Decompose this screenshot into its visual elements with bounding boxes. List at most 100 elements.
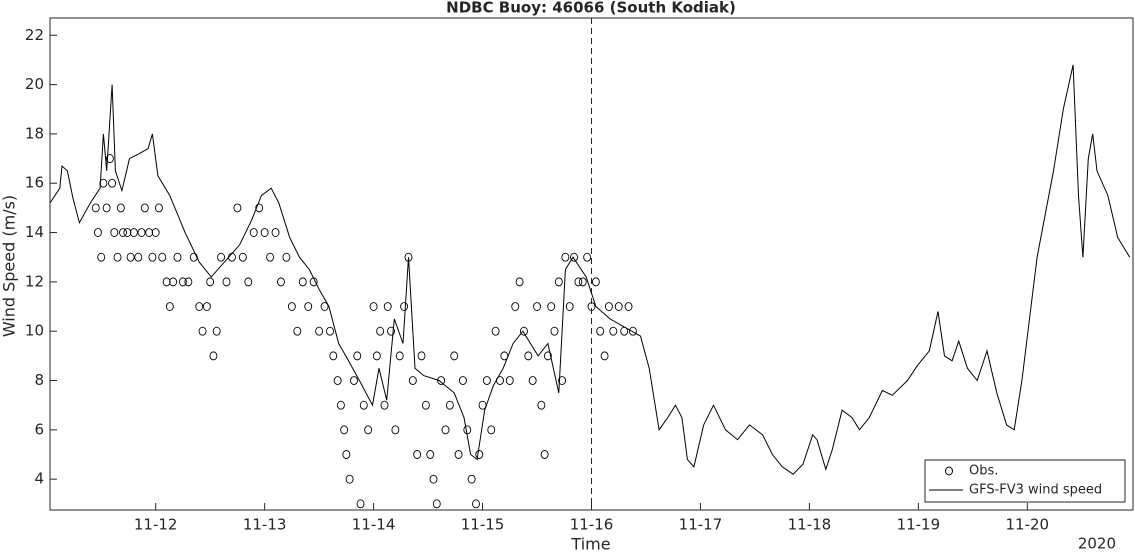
obs-marker bbox=[475, 450, 484, 459]
obs-marker bbox=[155, 203, 163, 213]
obs-marker bbox=[99, 178, 108, 188]
obs-marker bbox=[212, 326, 221, 336]
y-tick-label: 8 bbox=[34, 371, 44, 389]
obs-marker bbox=[233, 203, 242, 213]
obs-marker bbox=[537, 400, 546, 410]
obs-marker bbox=[238, 252, 247, 262]
obs-marker bbox=[353, 351, 362, 361]
obs-marker bbox=[558, 376, 567, 385]
y-tick-label: 10 bbox=[25, 322, 44, 340]
obs-marker bbox=[105, 154, 114, 164]
y-tick-label: 18 bbox=[25, 124, 44, 142]
legend-marker bbox=[945, 466, 953, 476]
obs-marker bbox=[287, 302, 296, 311]
obs-marker bbox=[574, 277, 583, 287]
obs-marker bbox=[432, 499, 441, 509]
obs-marker bbox=[178, 277, 187, 287]
obs-marker bbox=[609, 326, 618, 336]
obs-marker bbox=[206, 277, 215, 287]
obs-marker bbox=[596, 326, 605, 336]
obs-marker bbox=[387, 326, 395, 336]
obs-marker bbox=[137, 228, 146, 238]
obs-marker bbox=[376, 326, 385, 336]
series-group bbox=[50, 64, 1131, 509]
obs-marker bbox=[540, 450, 549, 459]
x-axis-label: Time bbox=[570, 535, 610, 554]
obs-marker bbox=[108, 178, 117, 188]
obs-marker bbox=[336, 400, 345, 410]
obs-marker bbox=[391, 425, 400, 435]
obs-marker bbox=[345, 474, 354, 484]
obs-marker bbox=[561, 252, 570, 262]
obs-marker bbox=[533, 302, 541, 311]
obs-marker bbox=[454, 450, 463, 459]
x-tick-label: 11-12 bbox=[134, 516, 178, 534]
obs-marker bbox=[173, 252, 182, 262]
y-tick-label: 6 bbox=[34, 420, 44, 438]
obs-marker bbox=[97, 252, 106, 262]
obs-marker bbox=[364, 425, 373, 435]
obs-marker bbox=[134, 252, 143, 262]
x-tick-label: 11-14 bbox=[352, 516, 396, 534]
obs-marker bbox=[169, 277, 178, 287]
obs-marker bbox=[380, 400, 389, 410]
obs-marker bbox=[329, 351, 338, 361]
obs-marker bbox=[148, 252, 157, 262]
obs-marker bbox=[116, 203, 125, 213]
model-line bbox=[50, 64, 1131, 475]
obs-marker bbox=[543, 351, 552, 361]
y-tick-label: 20 bbox=[25, 75, 44, 93]
obs-marker bbox=[195, 302, 204, 311]
obs-marker bbox=[342, 450, 351, 459]
y-axis-label: Wind Speed (m/s) bbox=[0, 195, 19, 337]
obs-marker bbox=[604, 302, 613, 311]
obs-marker bbox=[472, 499, 480, 509]
obs-marker bbox=[326, 326, 334, 336]
obs-marker bbox=[505, 376, 514, 385]
x-tick-label: 11-16 bbox=[570, 516, 614, 534]
obs-marker bbox=[395, 351, 404, 361]
obs-marker bbox=[587, 302, 596, 311]
obs-marker bbox=[487, 425, 496, 435]
obs-marker bbox=[282, 252, 291, 262]
obs-marker bbox=[591, 277, 600, 287]
obs-marker bbox=[202, 302, 211, 311]
chart-title: NDBC Buoy: 46066 (South Kodiak) bbox=[446, 0, 736, 17]
obs-marker bbox=[369, 302, 378, 311]
obs-marker bbox=[293, 326, 302, 336]
obs-marker bbox=[260, 228, 269, 238]
obs-marker bbox=[165, 302, 174, 311]
obs-marker bbox=[482, 376, 491, 385]
x-tick-label: 11-20 bbox=[1006, 516, 1050, 534]
obs-marker bbox=[547, 302, 556, 311]
obs-marker bbox=[222, 277, 231, 287]
obs-marker bbox=[266, 252, 275, 262]
x-tick-label: 11-15 bbox=[461, 516, 505, 534]
x-tick-label: 11-19 bbox=[897, 516, 941, 534]
obs-marker bbox=[583, 252, 592, 262]
y-tick-label: 16 bbox=[25, 174, 44, 192]
obs-marker bbox=[356, 499, 365, 509]
obs-marker bbox=[126, 252, 135, 262]
obs-marker bbox=[350, 376, 358, 385]
obs-marker bbox=[441, 425, 450, 435]
obs-marker bbox=[628, 326, 637, 336]
obs-marker bbox=[511, 302, 520, 311]
obs-marker bbox=[624, 302, 633, 311]
obs-marker bbox=[110, 228, 119, 238]
obs-marker bbox=[93, 228, 102, 238]
obs-marker bbox=[140, 203, 149, 213]
y-tick-label: 14 bbox=[25, 223, 44, 241]
obs-marker bbox=[198, 326, 207, 336]
obs-marker bbox=[600, 351, 609, 361]
obs-marker bbox=[333, 376, 342, 385]
obs-marker bbox=[372, 351, 381, 361]
plot-frame bbox=[49, 17, 1134, 511]
obs-marker bbox=[408, 376, 417, 385]
legend-label: Obs. bbox=[969, 464, 998, 479]
obs-marker bbox=[554, 277, 563, 287]
obs-marker bbox=[426, 450, 435, 459]
obs-marker bbox=[383, 302, 392, 311]
obs-marker bbox=[467, 474, 476, 484]
obs-marker bbox=[450, 351, 459, 361]
